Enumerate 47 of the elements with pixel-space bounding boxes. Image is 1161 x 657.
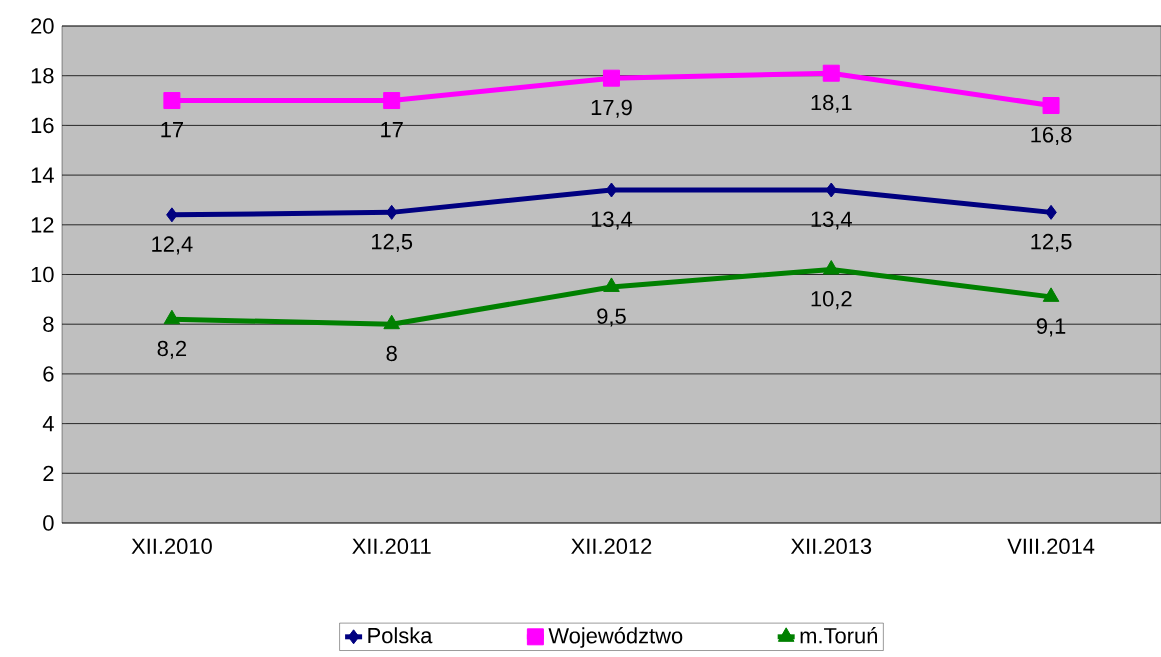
point: [166, 207, 178, 223]
point: [385, 204, 398, 220]
data-label: 8,2: [157, 340, 187, 359]
data-label: 8: [386, 345, 397, 362]
legend-label: Województwo: [548, 627, 683, 648]
y-tick-label: 0: [43, 515, 54, 531]
y-tick-label: 4: [42, 416, 54, 432]
point: [602, 69, 620, 87]
x-tick-label: XII.2010: [131, 538, 212, 555]
point: [163, 309, 181, 325]
data-label: 17,9: [591, 99, 632, 118]
data-label: 16,8: [1031, 127, 1072, 146]
data-label: 12,5: [1031, 233, 1072, 252]
point: [605, 182, 618, 198]
x-tick-label: VIII.2014: [1007, 538, 1095, 555]
point: [163, 92, 181, 110]
y-tick-label: 16: [31, 117, 54, 134]
x-tick-label: XII.2013: [790, 538, 872, 555]
y-tick-label: 12: [31, 217, 54, 233]
x-tick-label: XII.2012: [571, 538, 652, 555]
y-tick-label: 18: [31, 67, 54, 84]
data-label: 18,1: [811, 94, 852, 113]
y-tick-label: 20: [31, 18, 54, 34]
point: [1045, 204, 1057, 220]
point: [822, 64, 840, 82]
data-label: 9,5: [597, 308, 626, 327]
data-label: 12,5: [372, 233, 413, 252]
legend-label: Polska: [368, 627, 433, 644]
point: [822, 260, 840, 275]
data-label: 17: [381, 122, 403, 138]
point: [1042, 97, 1060, 115]
data-label: 17: [161, 122, 183, 138]
point: [603, 277, 620, 292]
point: [825, 182, 838, 198]
legend-label: m.Toruń: [800, 627, 877, 644]
data-label: 9,1: [1036, 318, 1066, 337]
y-tick-label: 8: [43, 316, 54, 332]
point: [383, 314, 400, 330]
point: [383, 92, 401, 110]
data-label: 10,2: [811, 291, 852, 310]
point: [1042, 287, 1060, 302]
y-tick-label: 2: [43, 465, 54, 481]
y-tick-label: 6: [43, 366, 54, 382]
x-tick-label: XII.2011: [352, 538, 431, 555]
y-tick-label: 14: [31, 167, 54, 183]
y-tick-label: 10: [31, 266, 54, 283]
data-label: 12,4: [152, 236, 193, 255]
